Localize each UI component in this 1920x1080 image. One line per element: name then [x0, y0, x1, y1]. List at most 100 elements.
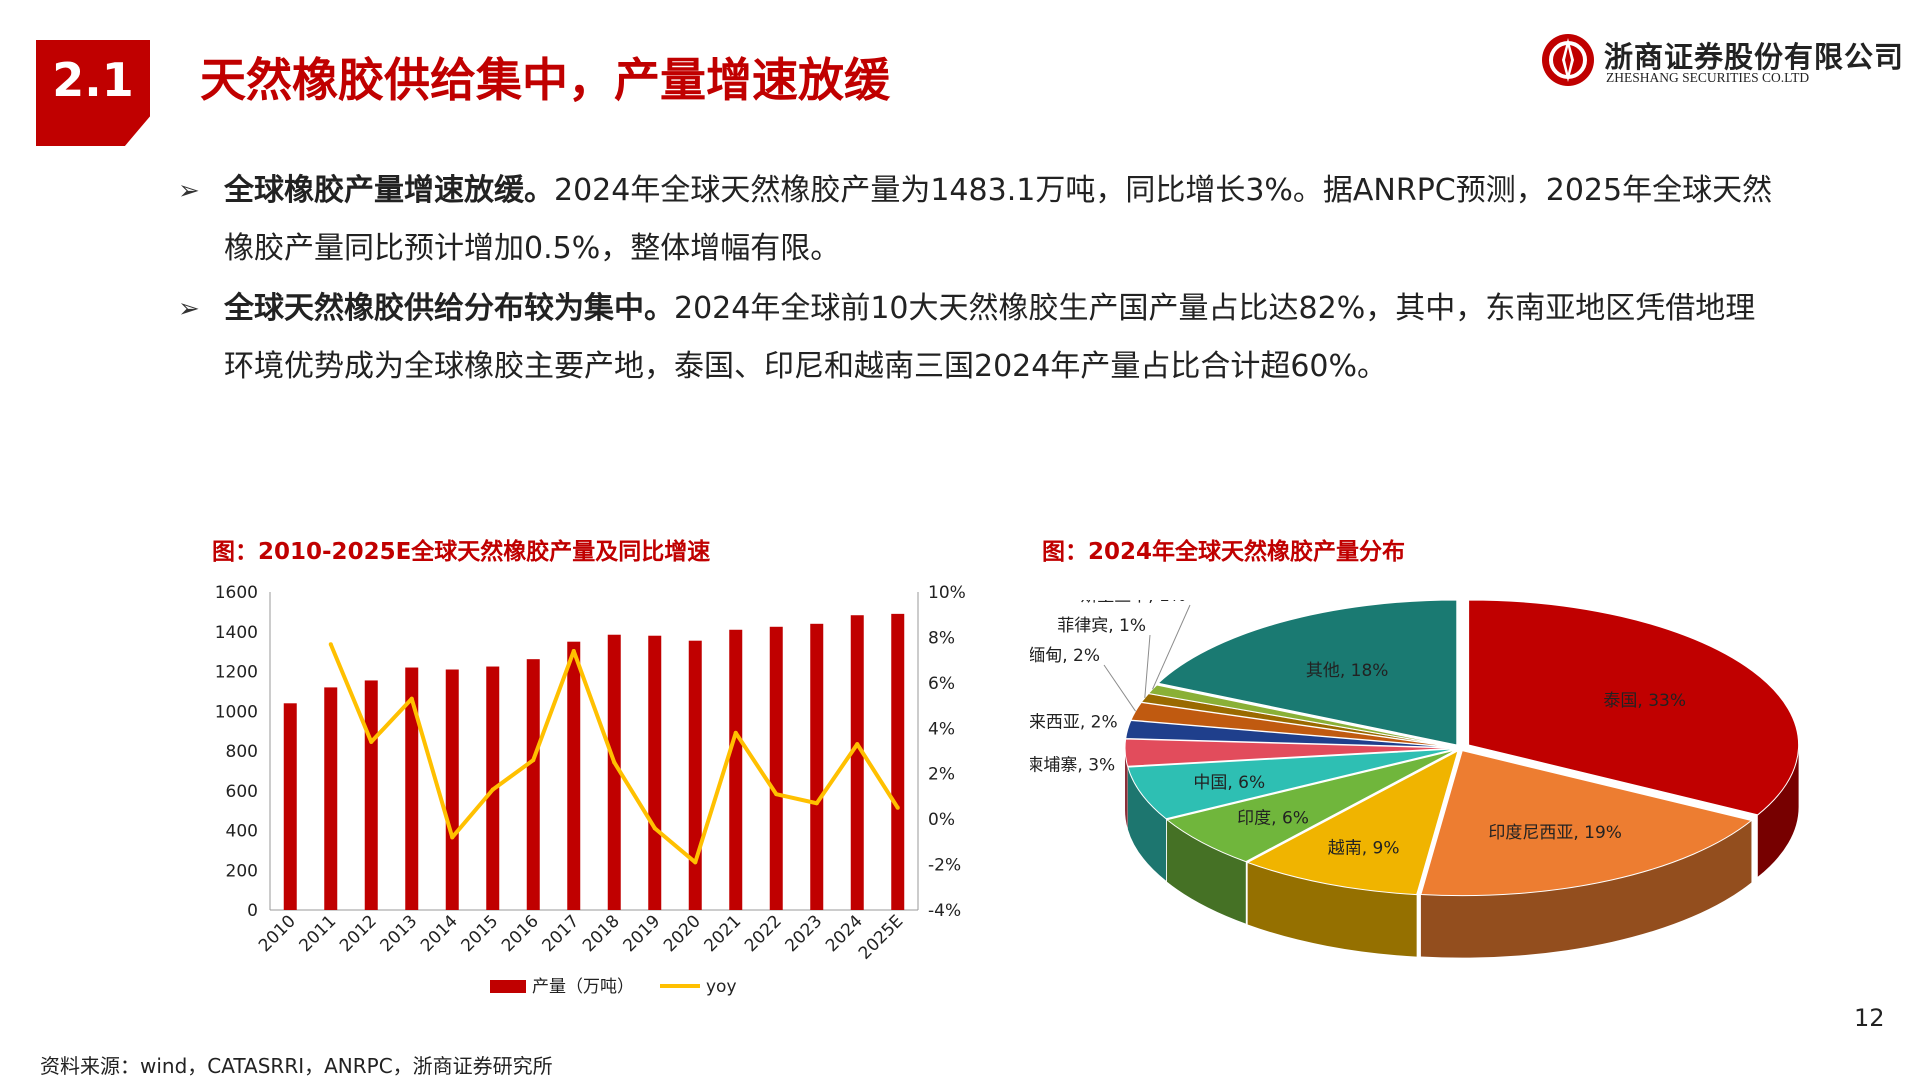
production-pie-chart: 泰国, 33% 印度尼西亚, 19% 越南, 9% 印度, 6% 中国, 6% 柬埔寨, …: [1030, 600, 1800, 958]
x-axis-tick-label: 2010: [255, 911, 300, 956]
pie-slice: [1165, 749, 1457, 863]
production-bar-chart: 0 200 400 600 800 1000 1200 1400 1600 -4% -2% 0% 2% 4…: [215, 583, 966, 997]
arrow-bullet-icon: ➢: [178, 176, 200, 206]
pie-slice: [1468, 600, 1800, 816]
logo-english-name: ZHESHANG SECURITIES CO.LTD: [1606, 70, 1810, 85]
x-axis-tick-label: 2018: [579, 911, 624, 956]
left-axis-tick-label: 1000: [215, 702, 258, 722]
production-bar: [648, 635, 662, 910]
production-bar: [324, 687, 338, 910]
pie-slice-side: [1125, 748, 1128, 829]
production-bar: [567, 641, 581, 910]
left-axis-tick-label: 1400: [215, 623, 258, 643]
bullet-item: ➢ 全球橡胶产量增速放缓。2024年全球天然橡胶产量为1483.1万吨，同比增长…: [178, 162, 1778, 278]
pie-slice: [1157, 600, 1458, 746]
pie-slice-label: 其他, 18%: [1306, 661, 1389, 681]
pie-slice-label: 马来西亚, 2%: [1030, 712, 1118, 732]
page-number: 12: [1854, 1004, 1885, 1032]
x-axis-tick-label: 2017: [539, 911, 584, 956]
production-bar: [405, 667, 419, 910]
production-bar: [810, 623, 824, 910]
zheshang-logo-icon: [1542, 34, 1594, 86]
yoy-point: [814, 801, 819, 806]
pie-slice-label: 柬埔寨, 3%: [1030, 756, 1115, 776]
x-axis-tick-label: 2011: [296, 911, 341, 956]
pie-slice: [1246, 749, 1459, 896]
right-axis-tick-label: 8%: [928, 628, 955, 648]
yoy-point: [369, 739, 374, 744]
pie-leader-line: [1144, 634, 1151, 698]
yoy-point: [774, 792, 779, 797]
right-axis-tick-label: -4%: [928, 901, 961, 921]
yoy-point: [409, 696, 414, 701]
x-axis-tick-label: 2023: [782, 911, 827, 956]
yoy-point: [733, 730, 738, 735]
left-axis-tick-label: 600: [226, 782, 258, 802]
bullet-text: 2024年全球天然橡胶产量为1483.1万吨，同比增长3%。据ANRPC预测，2…: [224, 173, 1773, 266]
bullet-item: ➢ 全球天然橡胶供给分布较为集中。2024年全球前10大天然橡胶生产国产量占比达…: [178, 280, 1778, 396]
pie-slice-label: 印度尼西亚, 19%: [1488, 823, 1622, 843]
x-axis-tick-label: 2020: [660, 911, 705, 956]
yoy-point: [490, 787, 495, 792]
production-bar: [283, 703, 297, 910]
yoy-point: [693, 860, 698, 865]
x-axis-tick-label: 2013: [377, 911, 422, 956]
yoy-point: [450, 835, 455, 840]
yoy-point: [612, 760, 617, 765]
left-axis-tick-label: 800: [226, 742, 258, 762]
bullet-heading: 全球天然橡胶供给分布较为集中。: [224, 291, 674, 326]
pie-slice-side: [1127, 767, 1167, 881]
x-axis-tick-label: 2014: [417, 911, 462, 956]
right-axis-tick-label: 4%: [928, 719, 955, 739]
legend-bar-swatch: [490, 980, 526, 993]
pie-slice-label: 泰国, 33%: [1603, 691, 1686, 711]
left-axis-tick-label: 1600: [215, 583, 258, 603]
left-axis-tick-label: 400: [226, 822, 258, 842]
production-bar: [850, 615, 864, 910]
pie-slice-side: [1420, 820, 1752, 958]
bar-chart-title: 图：2010-2025E全球天然橡胶产量及同比增速: [212, 539, 711, 565]
page-title: 天然橡胶供给集中，产量增速放缓: [200, 53, 890, 107]
x-axis-tick-label: 2015: [458, 911, 503, 956]
production-bar: [364, 680, 378, 910]
production-bar: [891, 613, 905, 910]
right-axis-tick-label: 0%: [928, 810, 955, 830]
pie-slice-side: [1247, 862, 1417, 957]
production-bar: [729, 629, 743, 910]
pie-slice-side: [1166, 819, 1246, 924]
pie-leader-line: [1152, 604, 1191, 690]
x-axis-tick-label: 2012: [336, 911, 381, 956]
right-axis-tick-label: -2%: [928, 856, 961, 876]
pie-slice: [1147, 684, 1456, 748]
bullet-heading: 全球橡胶产量增速放缓。: [224, 173, 554, 208]
pie-chart-title: 图：2024年全球天然橡胶产量分布: [1042, 539, 1406, 565]
yoy-point: [895, 805, 900, 810]
production-bar: [769, 626, 783, 910]
arrow-bullet-icon: ➢: [178, 294, 200, 324]
yoy-point: [652, 826, 657, 831]
source-note: 资料来源：wind，CATASRRI，ANRPC，浙商证券研究所: [40, 1054, 553, 1078]
pie-slice-label: 越南, 9%: [1328, 839, 1400, 859]
pie-slice: [1420, 750, 1753, 897]
yoy-point: [571, 649, 576, 654]
right-axis-tick-label: 2%: [928, 765, 955, 785]
right-axis-tick-label: 6%: [928, 674, 955, 694]
pie-slice-side: [1757, 744, 1799, 877]
left-axis-tick-label: 1200: [215, 663, 258, 683]
yoy-point: [328, 642, 333, 647]
x-axis-tick-label: 2019: [620, 911, 665, 956]
legend-label-yoy: yoy: [706, 977, 737, 997]
x-axis-tick-label: 2025E: [855, 911, 907, 963]
pie-slice-label: 菲律宾, 1%: [1057, 616, 1146, 636]
section-number: 2.1: [52, 53, 134, 108]
production-bar: [526, 659, 540, 910]
bullet-text: 2024年全球前10大天然橡胶生产国产量占比达82%，其中，东南亚地区凭借地理环…: [224, 291, 1756, 384]
pie-slice-label: 斯里兰卡, 1%: [1080, 600, 1186, 606]
legend-label-production: 产量（万吨）: [532, 977, 634, 997]
left-axis-tick-label: 0: [247, 901, 258, 921]
yoy-point: [855, 742, 860, 747]
x-axis-tick-label: 2021: [701, 911, 746, 956]
x-axis-tick-label: 2016: [498, 911, 543, 956]
pie-slice: [1127, 748, 1456, 820]
pie-leader-line: [1103, 664, 1136, 712]
